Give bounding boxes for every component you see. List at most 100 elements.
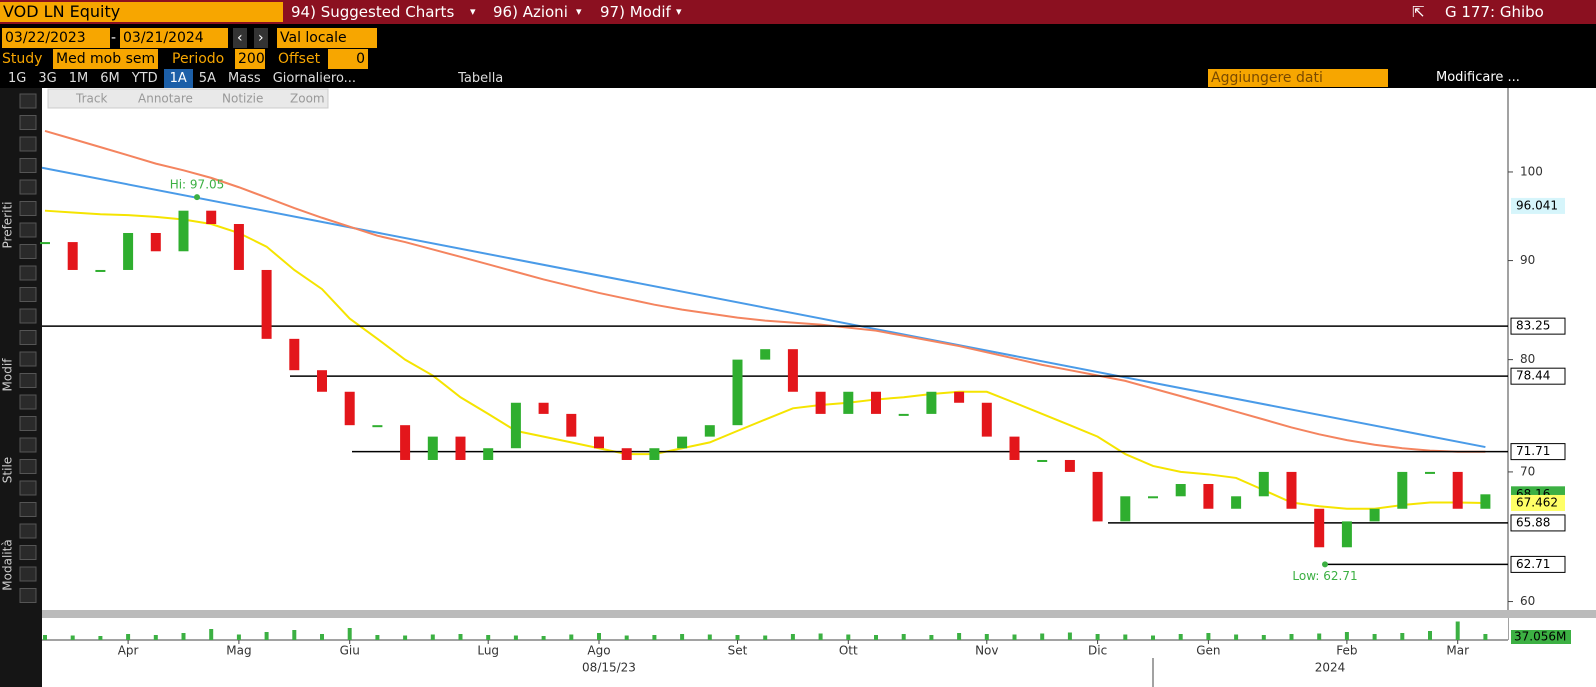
tool-icon[interactable] xyxy=(19,136,37,152)
tool-icon[interactable] xyxy=(19,115,37,130)
prev-button[interactable]: ‹ xyxy=(233,28,247,48)
volume-bar xyxy=(1234,634,1239,640)
candle xyxy=(1148,496,1158,499)
menu[interactable]: 94) Suggested Charts xyxy=(291,3,455,21)
x-tick-label: Gen xyxy=(1196,644,1220,658)
offset[interactable]: 0 xyxy=(328,49,368,69)
chart-tool[interactable]: Notizie xyxy=(222,92,263,106)
trendline xyxy=(41,166,1486,449)
candle xyxy=(871,391,881,414)
tab[interactable]: 1M xyxy=(68,71,89,86)
chart-tool[interactable]: Zoom xyxy=(290,92,325,106)
tab[interactable]: 6M xyxy=(100,71,120,86)
tool-icon[interactable] xyxy=(19,545,37,560)
y-tick-label: 60 xyxy=(1520,594,1535,608)
volume-bar xyxy=(264,632,269,640)
tab[interactable]: YTD xyxy=(131,71,158,86)
date-separator: - xyxy=(111,30,117,46)
tool-icon[interactable] xyxy=(19,93,37,109)
tab[interactable]: 1A xyxy=(163,69,193,89)
level-label: 62.71 xyxy=(1516,557,1550,571)
tool-icon[interactable] xyxy=(19,179,37,195)
tab[interactable]: 1G xyxy=(8,71,27,86)
candle xyxy=(1009,436,1020,460)
volume-bar xyxy=(1455,621,1460,640)
tab[interactable]: 3G xyxy=(38,71,57,86)
side-label: Stile xyxy=(1,457,15,483)
tool-icon[interactable] xyxy=(19,588,37,603)
side-label: Preferiti xyxy=(1,202,15,249)
price-badge xyxy=(1511,197,1565,214)
volume-bar xyxy=(624,635,629,640)
tool-icon[interactable] xyxy=(19,523,37,539)
volume-bar xyxy=(652,635,657,640)
candle xyxy=(206,210,217,225)
level-label: 83.25 xyxy=(1516,319,1550,333)
x-tick-label: Mag xyxy=(226,644,251,658)
start-date[interactable]: 03/22/2023 xyxy=(2,28,110,48)
volume-bar xyxy=(1123,634,1128,640)
volume-bar xyxy=(763,635,768,640)
volume-badge xyxy=(1511,630,1571,644)
x-tick-label: Giu xyxy=(340,644,360,658)
candle xyxy=(815,391,826,414)
tab[interactable]: Mass xyxy=(227,71,261,86)
menu[interactable]: 96) Azioni xyxy=(493,3,568,21)
candle xyxy=(483,448,494,460)
plot-area xyxy=(42,88,1508,610)
tool-icon[interactable] xyxy=(19,265,37,281)
candle xyxy=(344,391,355,426)
candle xyxy=(1397,471,1408,509)
chart: Preferiti Modif Stile Modalità Track Annotare… xyxy=(0,88,1596,687)
tool-icon[interactable] xyxy=(19,308,37,324)
tool-icon[interactable] xyxy=(19,222,37,238)
candle xyxy=(1231,496,1242,509)
next-button[interactable]: › xyxy=(254,28,268,48)
candle xyxy=(1452,471,1463,509)
y-tick-label: 90 xyxy=(1520,253,1535,267)
volume-bar xyxy=(1261,635,1266,640)
volume-bar xyxy=(1151,635,1155,640)
tool-icon[interactable] xyxy=(19,566,37,582)
tool-icon[interactable] xyxy=(19,330,37,345)
volume-pane xyxy=(42,618,1508,640)
chart-tool[interactable]: Annotare xyxy=(138,92,193,106)
period[interactable]: 200 xyxy=(235,49,265,69)
tool-icon[interactable] xyxy=(19,394,37,410)
ticker[interactable]: VOD LN Equity xyxy=(0,2,283,22)
volume-bar xyxy=(874,635,878,640)
candle xyxy=(538,402,549,414)
tool-icon[interactable] xyxy=(19,244,37,259)
tool-icon[interactable] xyxy=(19,416,37,431)
volume-bar xyxy=(957,633,962,640)
study[interactable]: Med mob sem xyxy=(53,49,158,69)
menu-arrow: ▾ xyxy=(470,5,476,18)
tool-icon[interactable] xyxy=(19,437,37,453)
volume-bar xyxy=(1344,632,1349,640)
menu[interactable]: 97) Modif xyxy=(600,3,671,21)
chart-tool[interactable]: Track xyxy=(75,92,107,106)
tool-icon[interactable] xyxy=(19,158,37,173)
tool-icon[interactable] xyxy=(19,502,37,517)
end-date[interactable]: 03/21/2024 xyxy=(120,28,228,48)
candle xyxy=(455,436,466,460)
volume-bar xyxy=(153,635,158,640)
window-name: G 177: Ghibo xyxy=(1445,3,1544,21)
tool-icon[interactable] xyxy=(19,351,37,367)
level-label: 71.71 xyxy=(1516,444,1550,458)
tool-icon[interactable] xyxy=(19,480,37,496)
tool-icon[interactable] xyxy=(19,459,37,474)
level-badge xyxy=(1510,443,1566,461)
tab[interactable]: Giornaliero... xyxy=(272,71,357,86)
tab[interactable]: Tabella xyxy=(458,71,504,86)
launch-icon[interactable]: ⇱ xyxy=(1412,3,1425,21)
add-data[interactable]: Aggiungere dati xyxy=(1208,69,1388,87)
tab[interactable]: 5A xyxy=(198,71,216,86)
x-tick-label: Nov xyxy=(975,644,998,658)
tool-icon[interactable] xyxy=(19,373,37,388)
edit[interactable]: Modificare ... xyxy=(1436,70,1520,85)
tool-icon[interactable] xyxy=(19,201,37,216)
currency[interactable]: Val locale xyxy=(277,28,377,48)
tool-icon[interactable] xyxy=(19,287,37,302)
